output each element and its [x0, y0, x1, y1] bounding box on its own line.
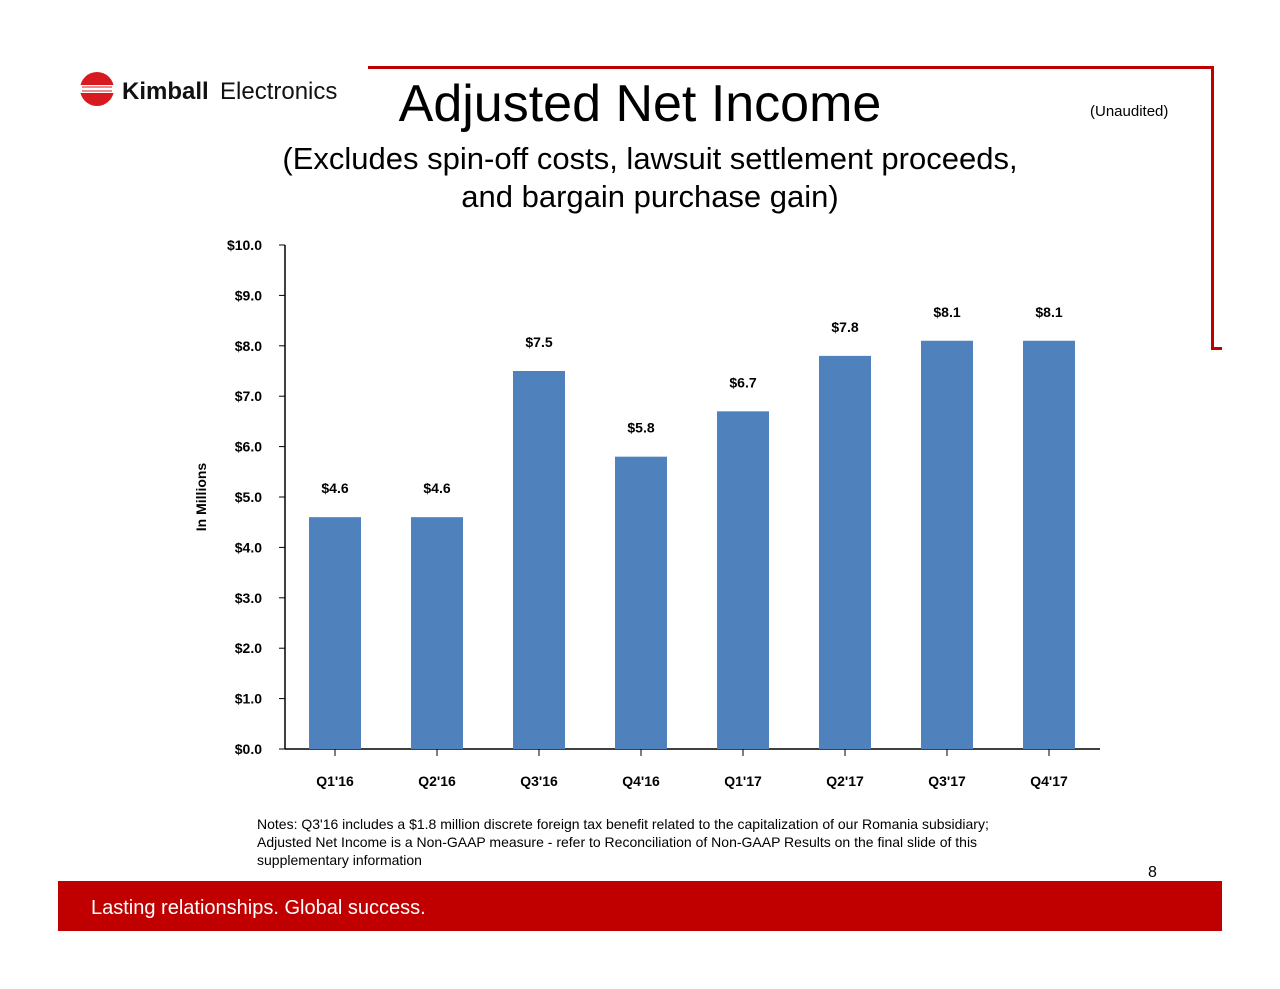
y-tick-label: $0.0: [235, 741, 262, 757]
y-tick-label: $9.0: [235, 287, 262, 303]
footer-band: [58, 881, 1222, 931]
y-tick-label: $3.0: [235, 590, 262, 606]
unaudited-label: (Unaudited): [1090, 103, 1169, 120]
bar: [309, 517, 361, 749]
slide-subtitle: (Excludes spin-off costs, lawsuit settle…: [200, 140, 1100, 216]
notes-line-1: Notes: Q3'16 includes a $1.8 million dis…: [257, 816, 989, 832]
notes-line-2: Adjusted Net Income is a Non-GAAP measur…: [257, 834, 978, 850]
x-tick-label: Q2'17: [826, 773, 864, 789]
page-number: 8: [1148, 864, 1157, 881]
subtitle-line-2: and bargain purchase gain): [461, 179, 839, 214]
bar: [819, 355, 871, 749]
y-tick-label: $10.0: [227, 237, 262, 253]
data-label: $8.1: [1035, 304, 1062, 320]
data-label: $7.5: [525, 334, 552, 350]
x-tick-label: Q1'17: [724, 773, 762, 789]
x-tick-label: Q4'17: [1030, 773, 1068, 789]
x-tick-label: Q3'17: [928, 773, 966, 789]
data-label: $5.8: [627, 420, 654, 436]
bar-chart: In Millions $0.0 $1.0 $2.0 $3.0 $4.0 $5.0 $6.0…: [193, 237, 1100, 789]
y-tick-label: $7.0: [235, 388, 262, 404]
y-tick-label: $6.0: [235, 439, 262, 455]
notes-line-3: supplementary information: [257, 852, 422, 868]
x-tick-label: Q3'16: [520, 773, 558, 789]
footer-tagline: Lasting relationships. Global success.: [91, 897, 426, 919]
y-tick-label: $8.0: [235, 338, 262, 354]
bar: [411, 517, 463, 749]
data-label: $6.7: [729, 374, 756, 390]
frame-line-tick: [1211, 347, 1222, 350]
frame-line-right: [1211, 66, 1214, 350]
x-tick-label: Q1'16: [316, 773, 354, 789]
data-label: $7.8: [831, 319, 858, 335]
data-label: $8.1: [933, 304, 960, 320]
bar: [1023, 340, 1075, 749]
x-tick-label: Q2'16: [418, 773, 456, 789]
subtitle-line-1: (Excludes spin-off costs, lawsuit settle…: [282, 141, 1018, 176]
y-tick-label: $1.0: [235, 691, 262, 707]
y-tick-label: $2.0: [235, 640, 262, 656]
slide-title: Adjusted Net Income: [398, 75, 882, 133]
svg-text:Electronics: Electronics: [220, 78, 337, 105]
kimball-electronics-logo: Kimball Electronics: [78, 68, 338, 117]
y-axis-label: In Millions: [193, 463, 209, 532]
svg-text:Kimball: Kimball: [122, 78, 209, 105]
notes: Notes: Q3'16 includes a $1.8 million dis…: [257, 815, 1137, 869]
x-tick-label: Q4'16: [622, 773, 660, 789]
bar: [513, 371, 565, 749]
data-label: $4.6: [321, 480, 348, 496]
bar: [717, 411, 769, 749]
frame-line-top: [368, 66, 1214, 69]
y-tick-label: $4.0: [235, 539, 262, 555]
bar: [615, 456, 667, 749]
data-label: $4.6: [423, 480, 450, 496]
bar: [921, 340, 973, 749]
y-tick-label: $5.0: [235, 489, 262, 505]
